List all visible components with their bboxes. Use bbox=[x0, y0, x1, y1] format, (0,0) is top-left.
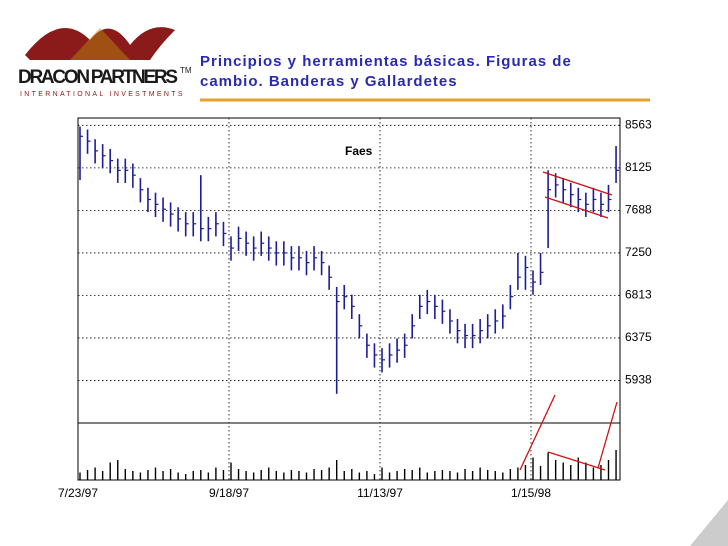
trend-lines bbox=[519, 171, 618, 471]
x-tick-label: 1/15/98 bbox=[511, 486, 551, 500]
y-tick-label: 5938 bbox=[625, 373, 652, 387]
y-tick-label: 8125 bbox=[625, 160, 652, 174]
x-tick-label: 9/18/97 bbox=[209, 486, 249, 500]
x-tick-label: 7/23/97 bbox=[58, 486, 98, 500]
logo-tm: TM bbox=[180, 66, 192, 75]
y-tick-label: 6813 bbox=[625, 288, 652, 302]
trend-line bbox=[547, 451, 606, 471]
logo-tagline: INTERNATIONAL INVESTMENTS bbox=[20, 91, 185, 98]
trend-line bbox=[519, 394, 556, 471]
logo-name: DRACON PARTNERS bbox=[18, 67, 178, 88]
y-tick-label: 6375 bbox=[625, 330, 652, 344]
y-tick-label: 7688 bbox=[625, 203, 652, 217]
plot-frame bbox=[77, 117, 621, 481]
y-tick-label: 8563 bbox=[625, 117, 652, 131]
trend-line bbox=[597, 401, 618, 469]
annotation: Faes bbox=[345, 144, 373, 158]
x-tick-label: 11/13/97 bbox=[357, 486, 403, 500]
y-tick-label: 7250 bbox=[625, 245, 652, 259]
logo-mountain bbox=[70, 28, 130, 60]
trend-line bbox=[542, 171, 613, 196]
trend-line bbox=[544, 196, 609, 219]
title-line: Principios y herramientas básicas. Figur… bbox=[200, 53, 572, 70]
logo: DRACON PARTNERS TM INTERNATIONAL INVESTM… bbox=[18, 27, 192, 98]
corner-decoration bbox=[690, 500, 728, 546]
title-line: cambio. Banderas y Gallardetes bbox=[200, 73, 458, 90]
